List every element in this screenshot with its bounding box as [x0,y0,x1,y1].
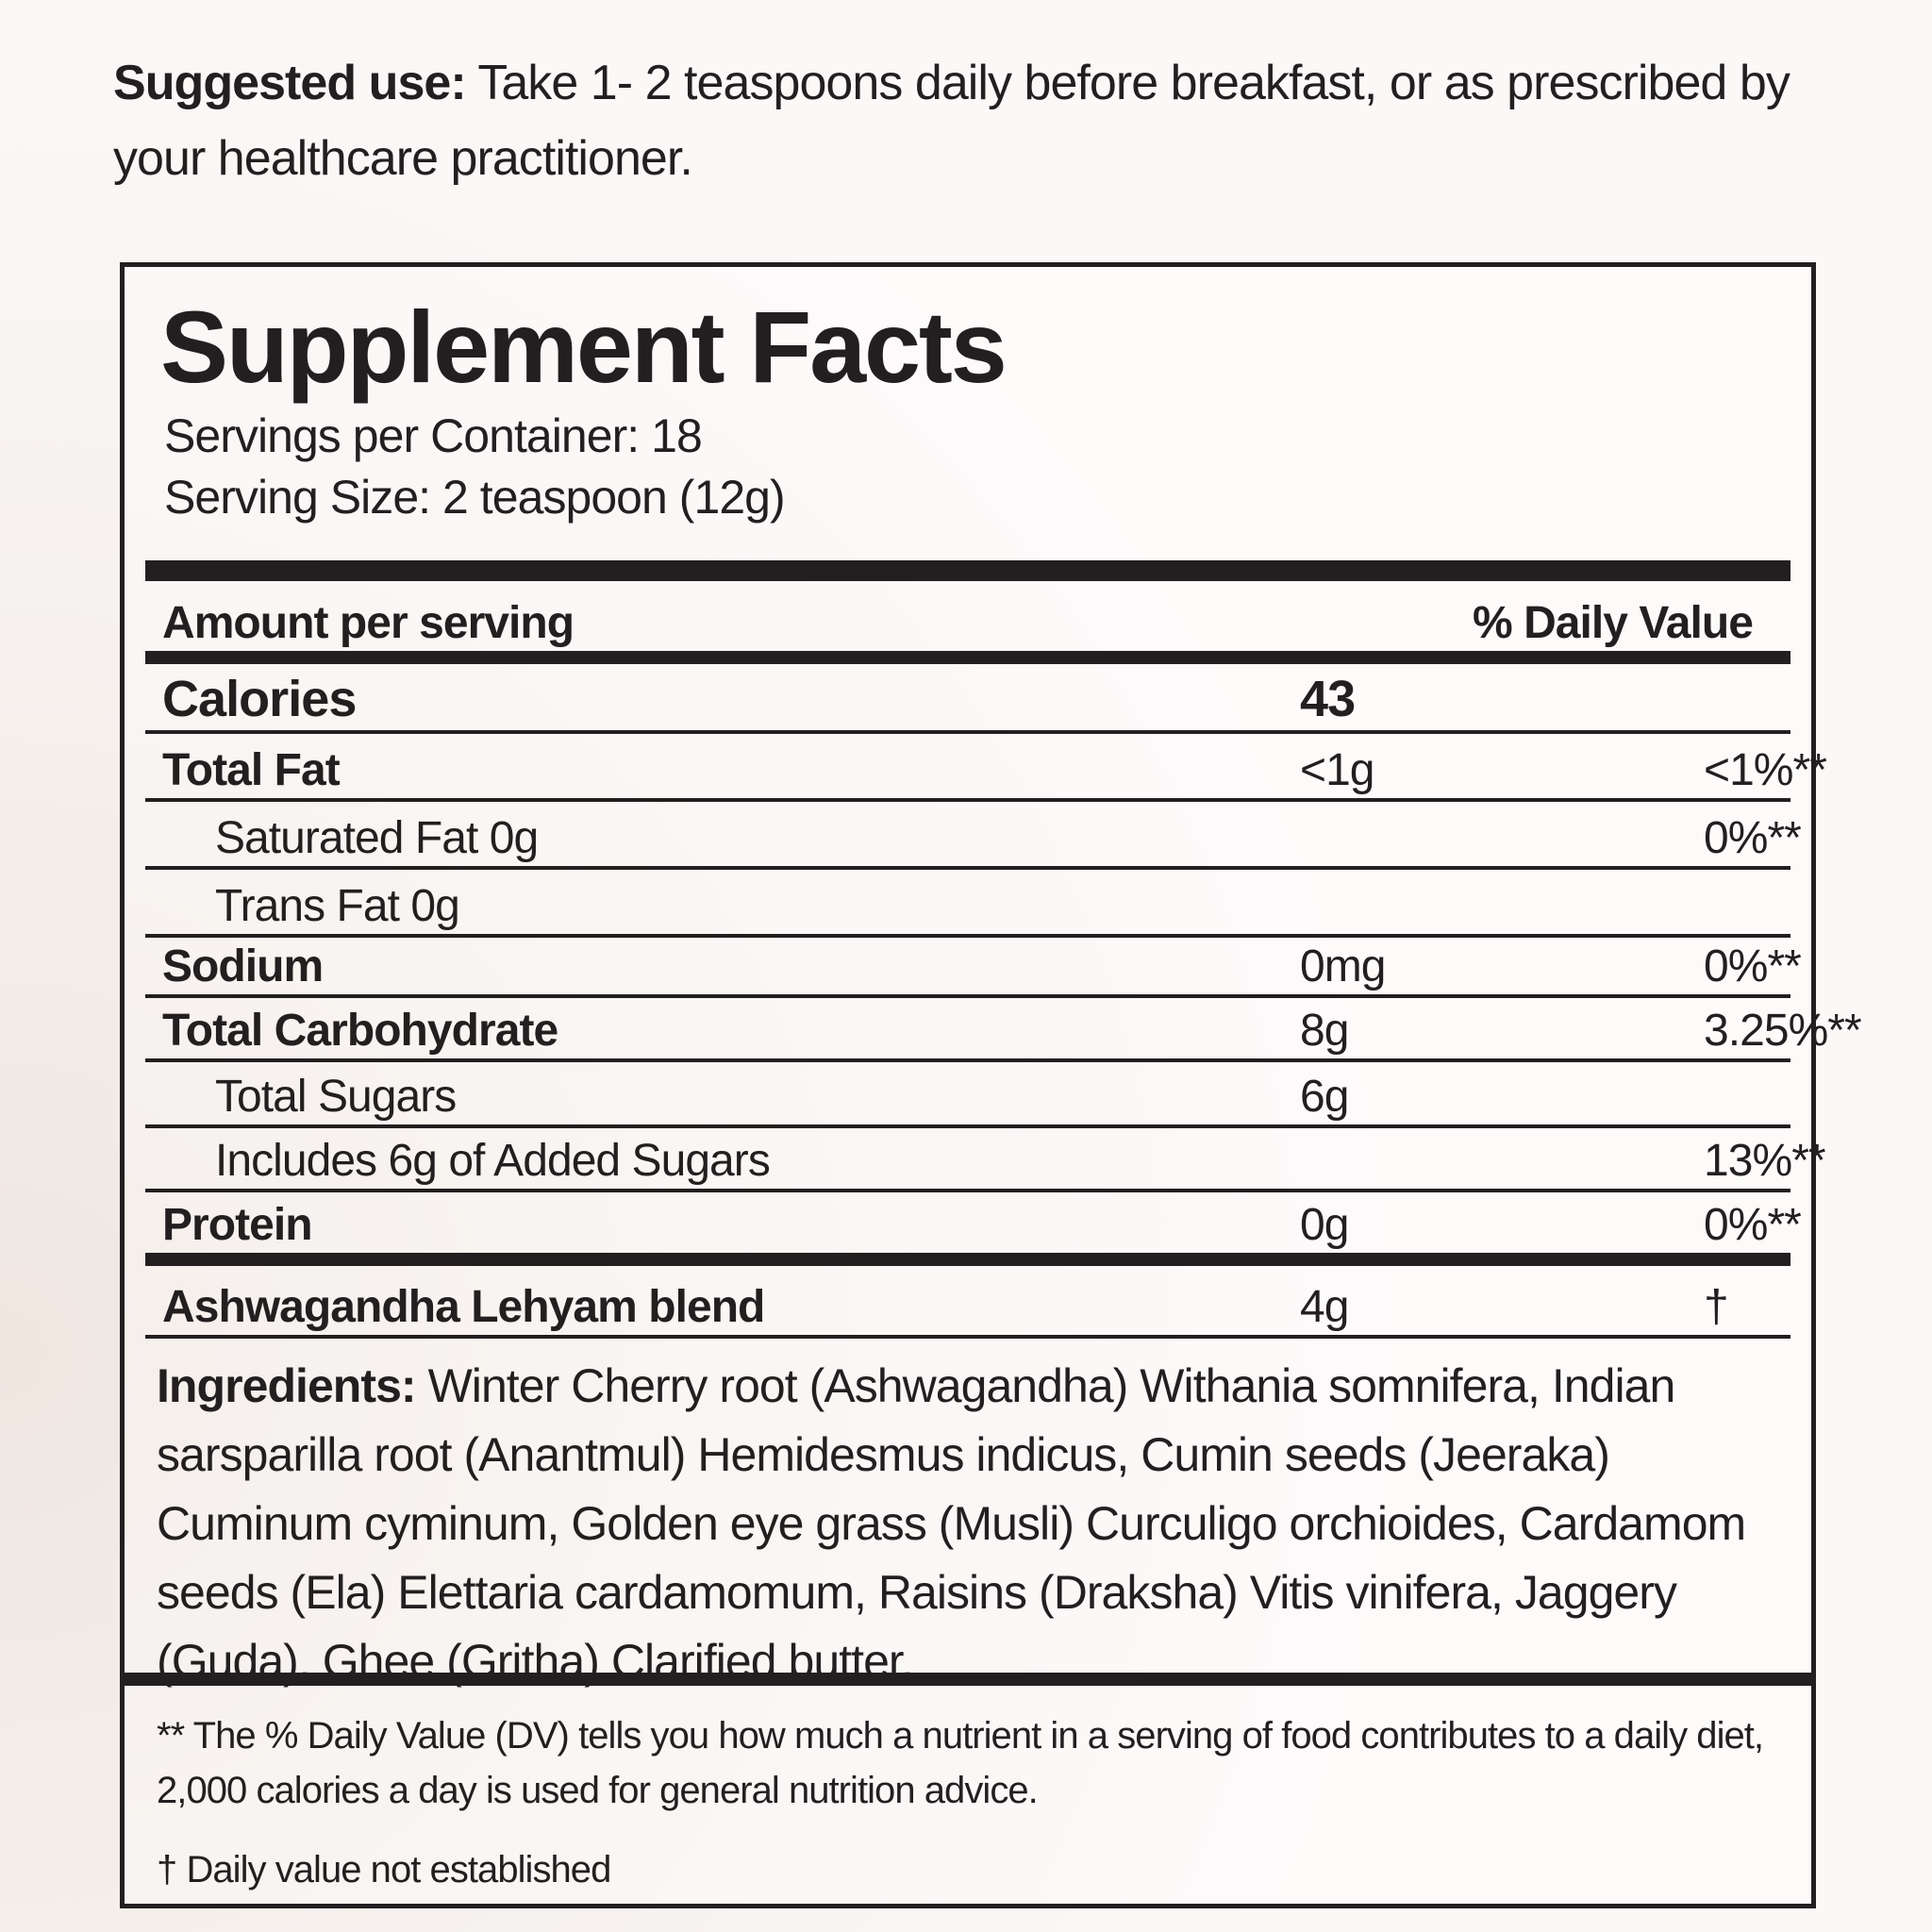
amount: 43 [1300,671,1356,727]
nutrient-name: Includes 6g of Added Sugars [215,1136,771,1186]
nutrient-row: Total Fat <1g <1%** [145,734,1827,802]
thick-rule [125,1673,1811,1686]
ingredients: Ingredients: Winter Cherry root (Ashwaga… [157,1352,1798,1696]
nutrient-row: Total Carbohydrate 8g 3.25%** [145,994,1862,1062]
nutrient-row: Trans Fat 0g [145,870,1790,938]
daily-value-header: % Daily Value [1472,598,1754,648]
daily-value: † [1704,1282,1729,1332]
amount: <1g [1300,745,1375,795]
calories-row: Calories 43 [145,667,1790,734]
ingredients-text: Winter Cherry root (Ashwagandha) Withani… [157,1359,1746,1688]
nutrient-row: Sodium 0mg 0%** [145,930,1802,998]
amount: 0mg [1300,941,1386,991]
nutrient-name: Calories [162,671,357,727]
nutrient-row: Protein 0g 0%** [145,1189,1802,1266]
thick-rule [145,560,1790,581]
blend-row: Ashwagandha Lehyam blend 4g † [145,1269,1790,1339]
facts-title: Supplement Facts [160,290,1008,404]
ingredients-label: Ingredients: [157,1359,417,1412]
suggested-use: Suggested use: Take 1- 2 teaspoons daily… [113,45,1830,196]
amount: 8g [1300,1006,1349,1056]
daily-value: 3.25%** [1704,1006,1862,1056]
nutrient-name: Total Carbohydrate [162,1006,558,1056]
header-row: Amount per serving % Daily Value [145,583,1790,664]
daily-value: <1%** [1704,745,1827,795]
footnote: ** The % Daily Value (DV) tells you how … [157,1715,1764,1811]
nutrient-name: Trans Fat 0g [215,881,460,931]
daily-value: 13%** [1704,1136,1826,1186]
nutrient-name: Sodium [162,941,324,991]
nutrient-row: Includes 6g of Added Sugars 13%** [145,1124,1826,1192]
suggested-use-label: Suggested use: [113,56,467,110]
nutrient-name: Protein [162,1200,313,1250]
suggested-use-text: Take 1- 2 teaspoons daily before breakfa… [113,56,1790,186]
serving-size: Serving Size: 2 teaspoon (12g) [164,471,786,524]
amount: 0g [1300,1200,1349,1250]
servings-per-container: Servings per Container: 18 [164,409,703,462]
amount-header: Amount per serving [162,598,575,648]
daily-value: 0%** [1704,813,1802,863]
nutrient-name: Saturated Fat 0g [215,813,539,863]
nutrient-name: Ashwagandha Lehyam blend [162,1282,765,1332]
amount: 4g [1300,1282,1349,1332]
footnote: † Daily value not established [157,1849,611,1890]
daily-value: 0%** [1704,1200,1802,1250]
nutrient-row: Saturated Fat 0g 0%** [145,802,1802,870]
nutrient-name: Total Fat [162,745,341,795]
amount: 6g [1300,1072,1349,1122]
nutrient-row: Total Sugars 6g [145,1060,1790,1128]
nutrient-name: Total Sugars [215,1072,457,1122]
supplement-facts-panel: Supplement Facts Servings per Container:… [120,262,1862,1908]
daily-value: 0%** [1704,941,1802,991]
